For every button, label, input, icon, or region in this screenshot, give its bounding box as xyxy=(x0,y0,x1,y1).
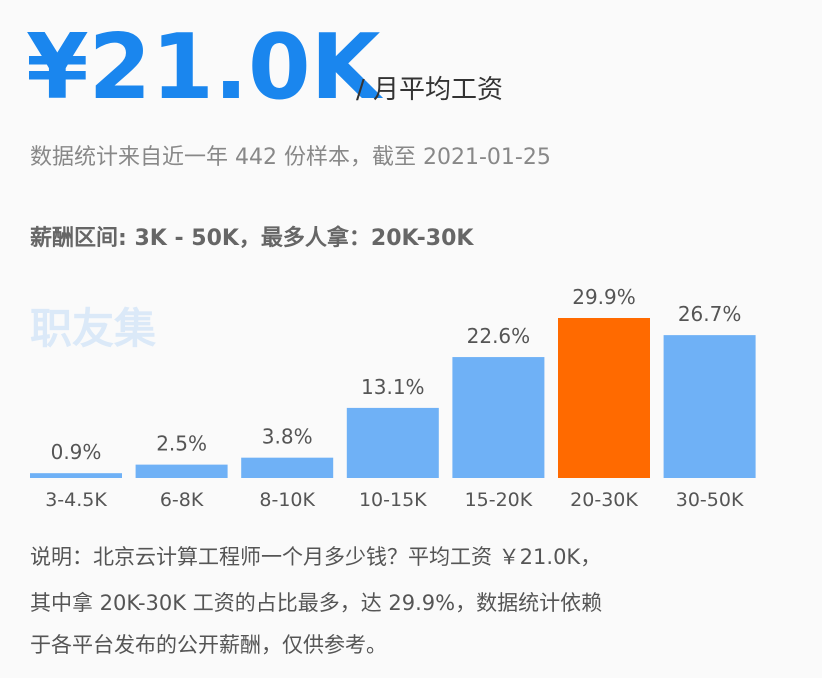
value-label: 26.7% xyxy=(678,302,742,326)
bar xyxy=(663,335,756,478)
x-tick-label: 6-8K xyxy=(160,489,204,511)
bar xyxy=(30,473,122,478)
value-label: 2.5% xyxy=(156,432,207,456)
headline-amount: ¥21.0K xyxy=(26,15,384,120)
bar xyxy=(452,357,545,478)
x-tick-label: 3-4.5K xyxy=(45,489,107,511)
x-tick-label: 10-15K xyxy=(359,489,427,511)
note-line: 说明：北京云计算工程师一个月多少钱？平均工资 ￥21.0K， xyxy=(30,545,601,569)
note-line: 于各平台发布的公开薪酬，仅供参考。 xyxy=(30,633,387,657)
headline-unit: / 月平均工资 xyxy=(356,75,503,105)
value-label: 22.6% xyxy=(467,324,531,348)
bar xyxy=(135,464,228,478)
value-label: 3.8% xyxy=(262,425,313,449)
x-tick-label: 20-30K xyxy=(570,489,638,511)
bar xyxy=(558,318,650,478)
note-line: 其中拿 20K-30K 工资的占比最多，达 29.9%，数据统计依赖 xyxy=(30,591,602,615)
source-text: 数据统计来自近一年 442 份样本，截至 2021-01-25 xyxy=(30,145,551,170)
bar xyxy=(346,407,439,478)
x-tick-label: 8-10K xyxy=(259,489,315,511)
value-label: 29.9% xyxy=(572,285,636,309)
value-label: 13.1% xyxy=(361,375,425,399)
bar xyxy=(241,457,334,478)
watermark: 职友集 xyxy=(30,304,156,353)
x-tick-label: 30-50K xyxy=(676,489,744,511)
value-label: 0.9% xyxy=(51,440,102,464)
range-text: 薪酬区间: 3K - 50K，最多人拿：20K-30K xyxy=(30,225,474,251)
x-tick-label: 15-20K xyxy=(465,489,533,511)
